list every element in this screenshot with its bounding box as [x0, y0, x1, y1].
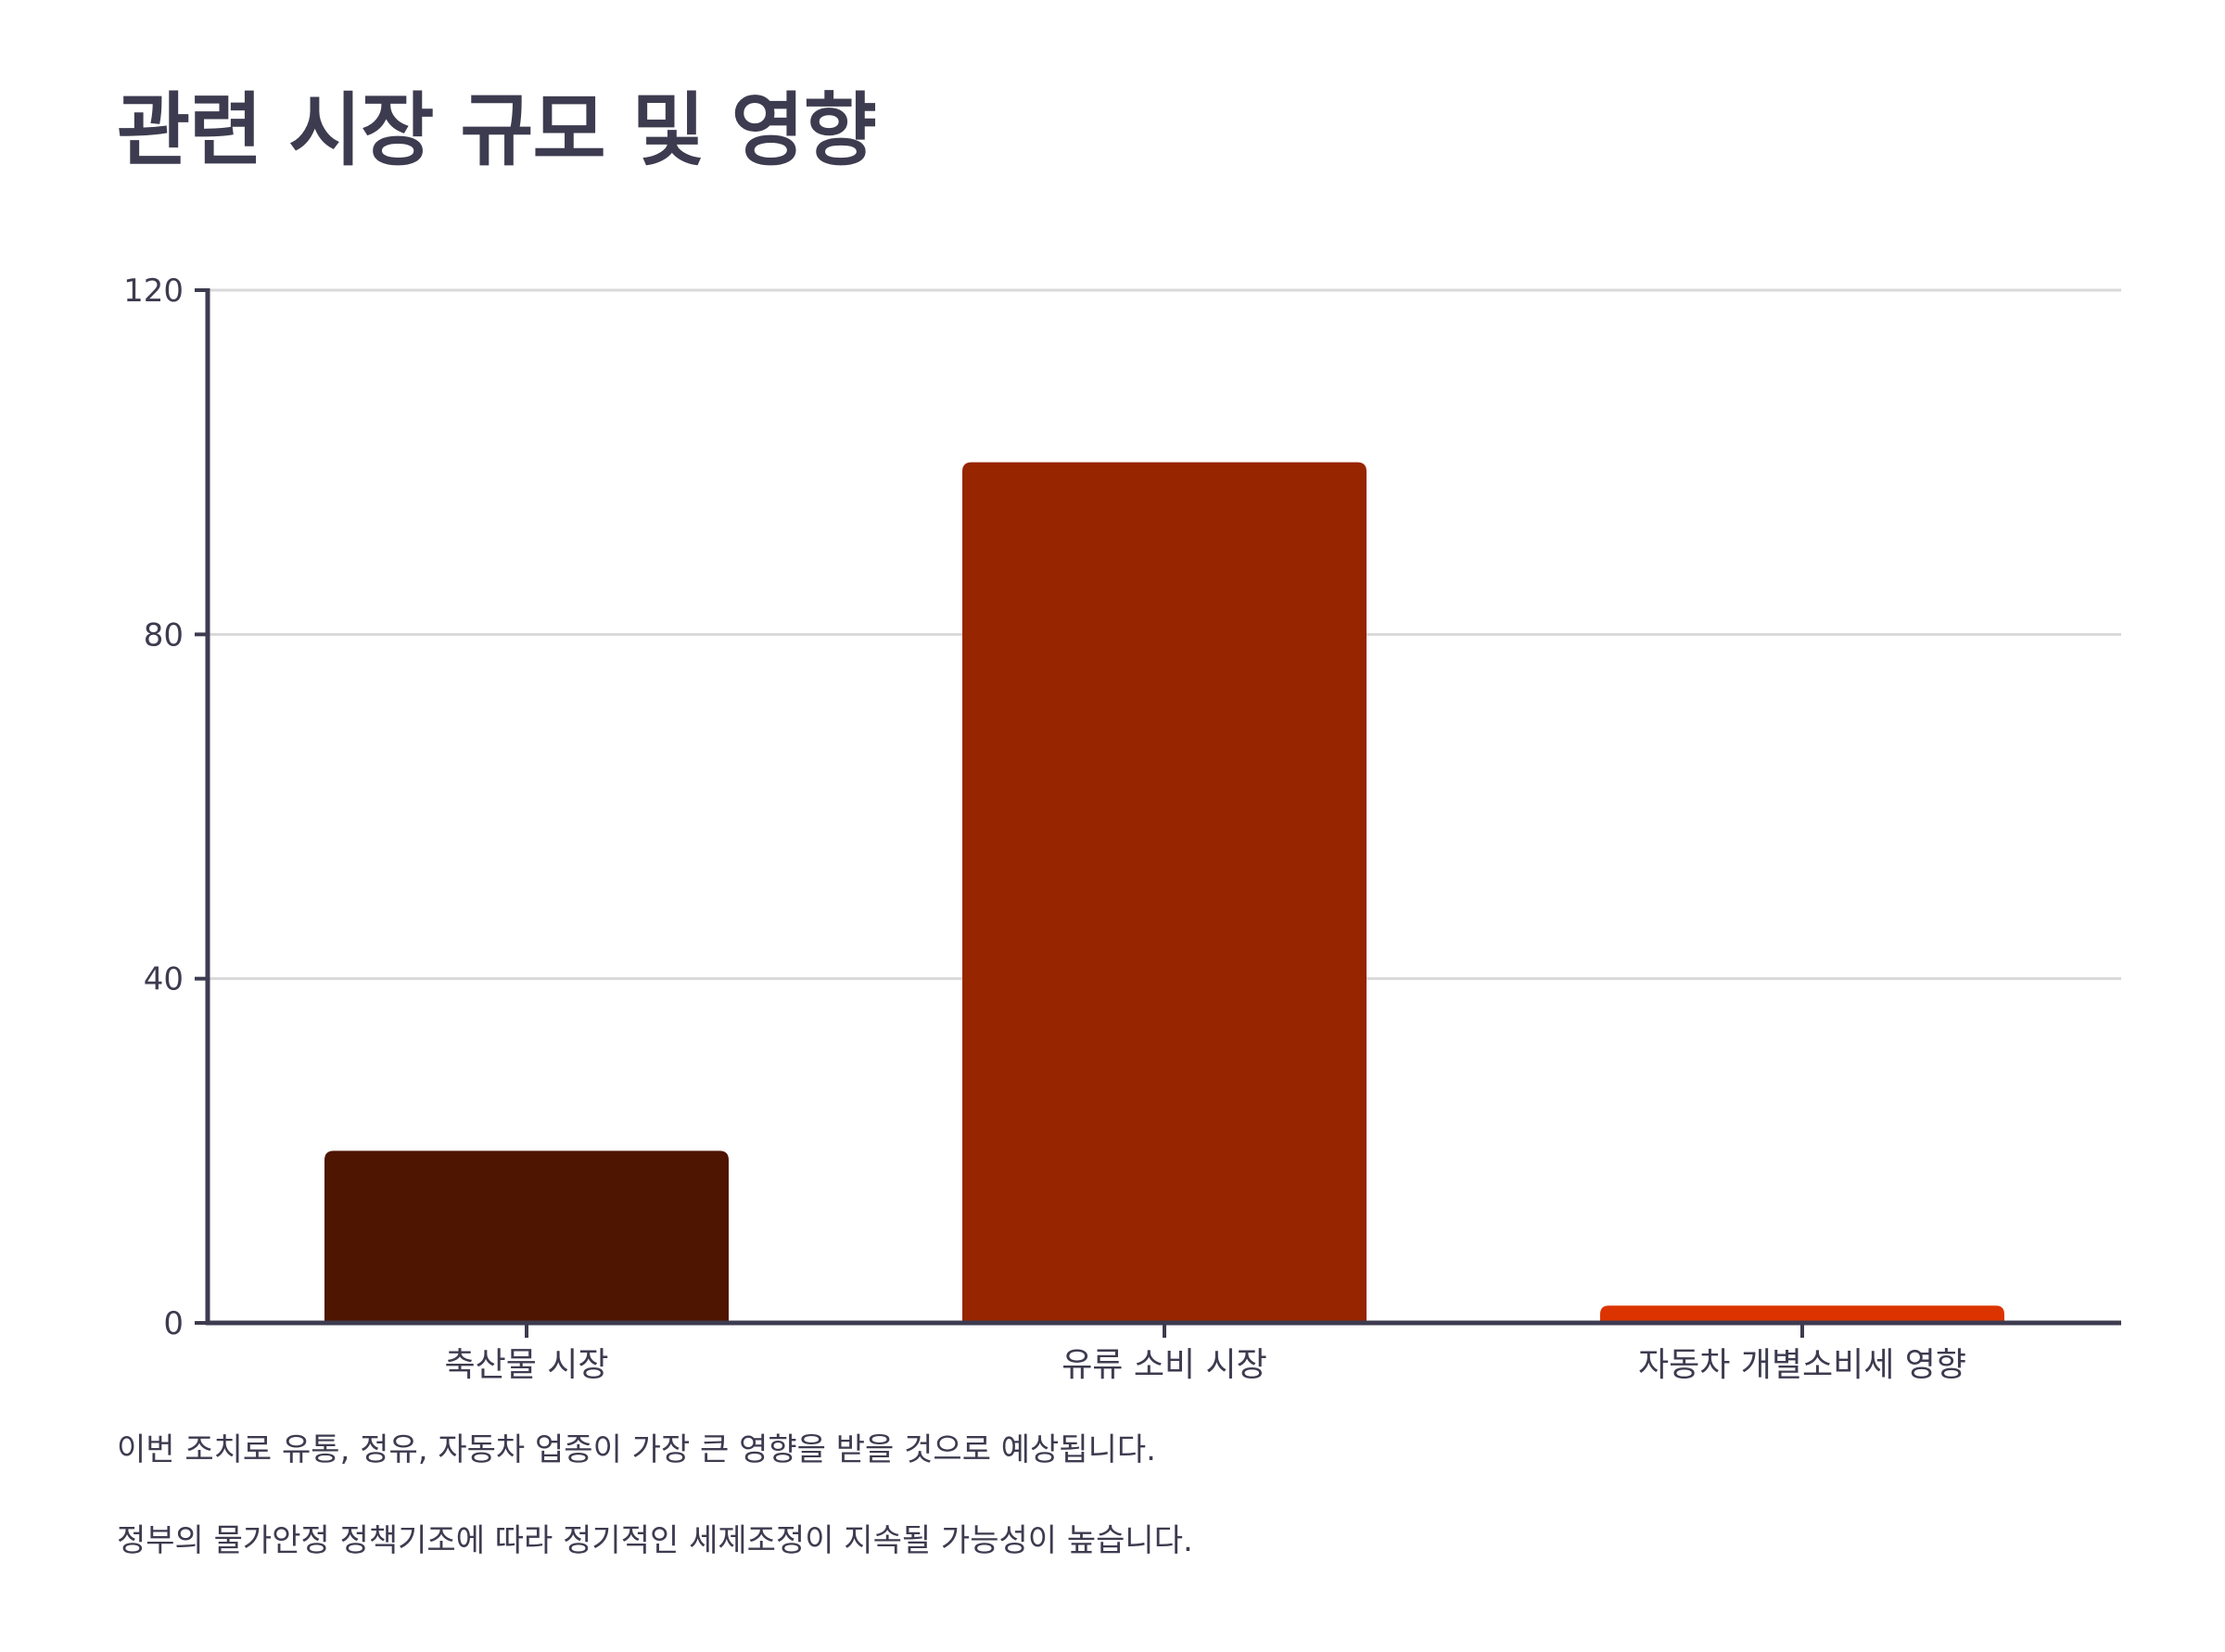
chart-title: 관련 시장 규모 및 영향: [117, 84, 877, 177]
axes: [195, 288, 2121, 1338]
tick-labels: 0 40 80 120 축산물 시장 유류 소비 시장 자동차 개별소비세 영향: [123, 273, 1966, 1384]
x-tick-label: 유류 소비 시장: [1062, 1346, 1267, 1384]
notes: 이번 조치로 유통, 정유, 자동차 업종이 가장 큰 영향을 받을 것으로 예…: [117, 1428, 2110, 1609]
note-1: 이번 조치로 유통, 정유, 자동차 업종이 가장 큰 영향을 받을 것으로 예…: [117, 1431, 1156, 1468]
bar-2: [962, 462, 1367, 1324]
x-tick-label: 자동차 개별소비세 영향: [1638, 1346, 1966, 1384]
y-tick-label: 80: [144, 616, 184, 654]
y-tick-label: 120: [123, 273, 184, 310]
bars: [324, 462, 2004, 1324]
bar-3: [1600, 1305, 2004, 1323]
x-tick-label: 축산물 시장: [444, 1346, 608, 1384]
y-tick-label: 0: [163, 1305, 184, 1342]
y-tick-label: 40: [144, 961, 184, 998]
bar-1: [324, 1150, 729, 1323]
note-2: 정부의 물가안정 정책기조에 따라 정기적인 세제조정이 지속될 가능성이 높습…: [117, 1522, 1193, 1559]
